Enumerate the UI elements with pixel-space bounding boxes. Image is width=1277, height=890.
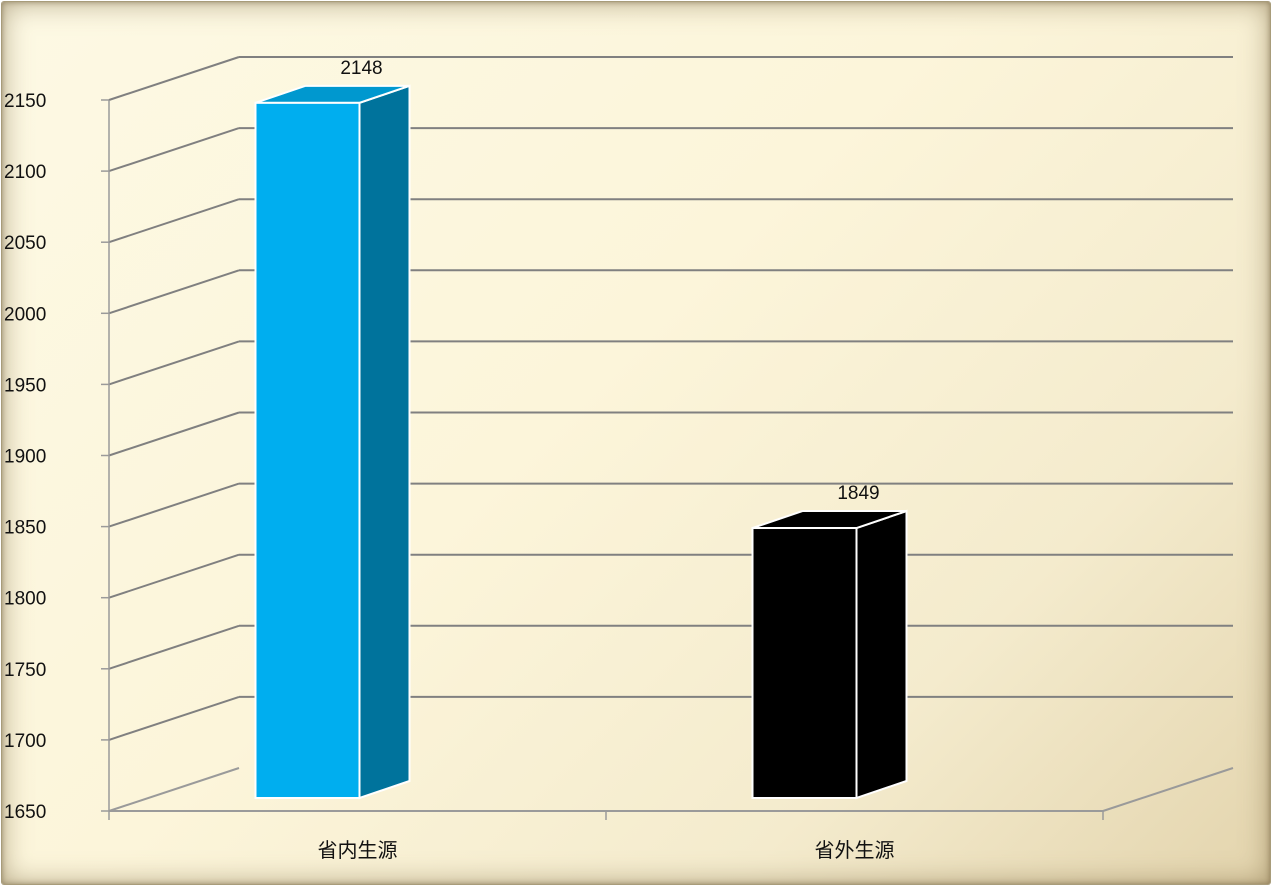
side-gridline [108, 127, 240, 173]
y-tick-label: 1800 [4, 589, 46, 610]
x-category-label: 省内生源 [318, 838, 398, 862]
side-gridline [108, 553, 240, 599]
axis-layer [101, 99, 1234, 820]
bar-side [855, 509, 908, 800]
x-category-label: 省外生源 [815, 838, 895, 862]
y-tick-label: 2000 [4, 304, 46, 325]
side-gridline [108, 198, 240, 244]
side-gridline [108, 482, 240, 528]
side-gridline [108, 269, 240, 315]
bar-side [358, 84, 411, 800]
side-gridline [108, 695, 240, 741]
y-tick-label: 1900 [4, 447, 46, 468]
label-layer: 1650 1700 1750 1800 1850 1900 1950 2000 2050 2100… [4, 58, 895, 862]
side-gridline [108, 767, 240, 812]
side-gridline [108, 340, 240, 386]
bar-layer [254, 84, 908, 800]
y-tick-label: 2050 [4, 233, 46, 254]
data-label: 2148 [340, 58, 382, 79]
y-tick-label: 2150 [4, 91, 46, 112]
side-gridline [108, 411, 240, 457]
side-gridline [108, 624, 240, 670]
side-gridline [108, 56, 240, 101]
floor-right-edge [1102, 767, 1234, 812]
y-tick-label: 1700 [4, 731, 46, 752]
y-tick-label: 1950 [4, 375, 46, 396]
y-tick-label: 1850 [4, 518, 46, 539]
y-tick-label: 1650 [4, 802, 46, 823]
bar [254, 101, 361, 800]
y-tick-label: 2100 [4, 162, 46, 183]
data-label: 1849 [837, 483, 879, 504]
bar [751, 527, 858, 799]
y-tick-label: 1750 [4, 660, 46, 681]
